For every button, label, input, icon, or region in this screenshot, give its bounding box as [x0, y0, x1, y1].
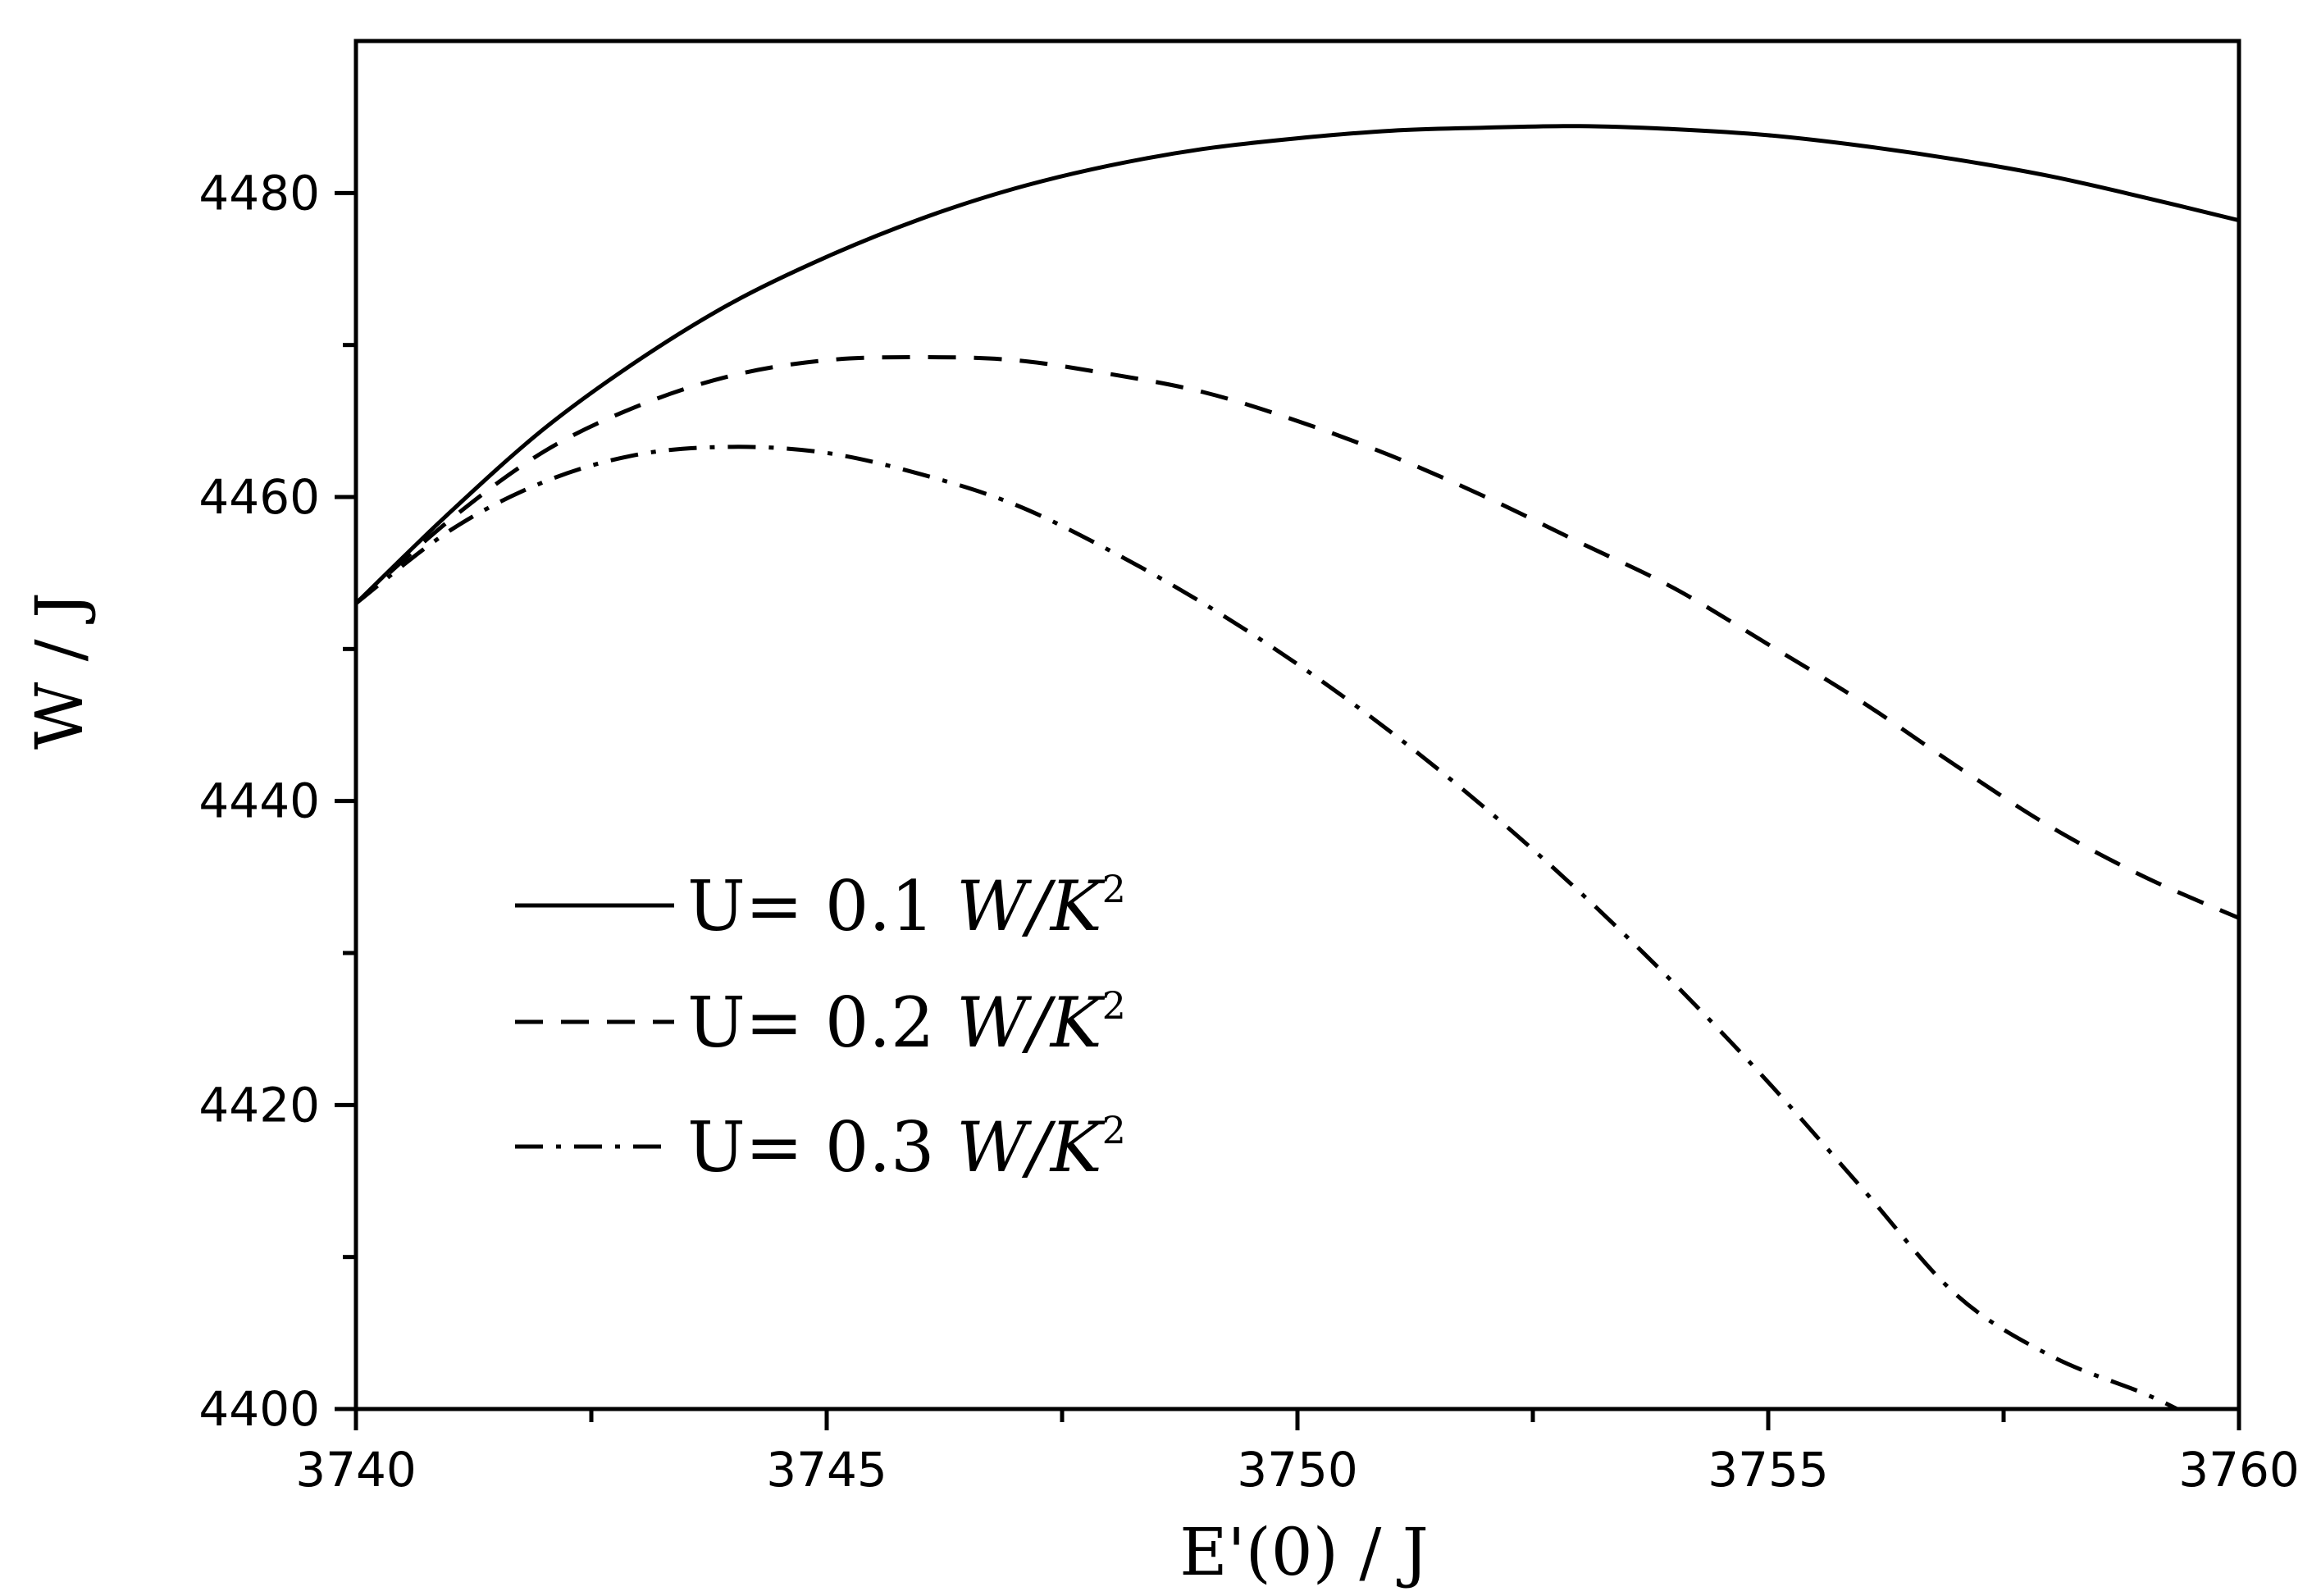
legend-label-unit: W/K	[956, 983, 1106, 1063]
y-axis-title: W / J	[21, 592, 98, 750]
x-tick-label: 3755	[1708, 1442, 1829, 1498]
axis-tick-labels: 3740 3745 3750 3755 3760 4400 4420 4440 4460 4480	[198, 165, 2299, 1498]
y-tick-label: 4440	[198, 773, 320, 829]
legend-label-2: U= 0.2 W/K2	[687, 983, 1126, 1063]
axis-ticks	[335, 190, 2241, 1430]
y-tick-label: 4400	[198, 1381, 320, 1437]
x-tick-label: 3740	[295, 1442, 417, 1498]
series-layer	[356, 124, 2239, 1409]
plot-frame	[353, 39, 2241, 1411]
legend-label-unit: W/K	[956, 866, 1106, 946]
legend-label-exponent: 2	[1102, 983, 1126, 1028]
legend-label-prefix: U= 0.1	[687, 866, 956, 946]
legend-label-exponent: 2	[1102, 867, 1126, 911]
legend-label-exponent: 2	[1102, 1108, 1126, 1152]
series-line-1	[356, 124, 2239, 605]
legend-label-3: U= 0.3 W/K2	[687, 1107, 1126, 1188]
y-tick-label: 4460	[198, 469, 320, 525]
x-axis-title: E'(0) / J	[1179, 1514, 1429, 1590]
x-tick-label: 3750	[1237, 1442, 1358, 1498]
series-line-2	[356, 354, 2239, 920]
y-tick-label: 4420	[198, 1077, 320, 1133]
series-line-3	[356, 445, 2182, 1409]
legend-label-unit: W/K	[956, 1107, 1106, 1188]
legend: U= 0.1 W/K2U= 0.2 W/K2U= 0.3 W/K2	[515, 866, 1126, 1188]
legend-label-prefix: U= 0.3	[687, 1107, 956, 1188]
x-tick-label: 3760	[2178, 1442, 2300, 1498]
legend-label-1: U= 0.1 W/K2	[687, 866, 1126, 946]
x-tick-label: 3745	[766, 1442, 887, 1498]
legend-label-prefix: U= 0.2	[687, 983, 956, 1063]
y-tick-label: 4480	[198, 165, 320, 221]
